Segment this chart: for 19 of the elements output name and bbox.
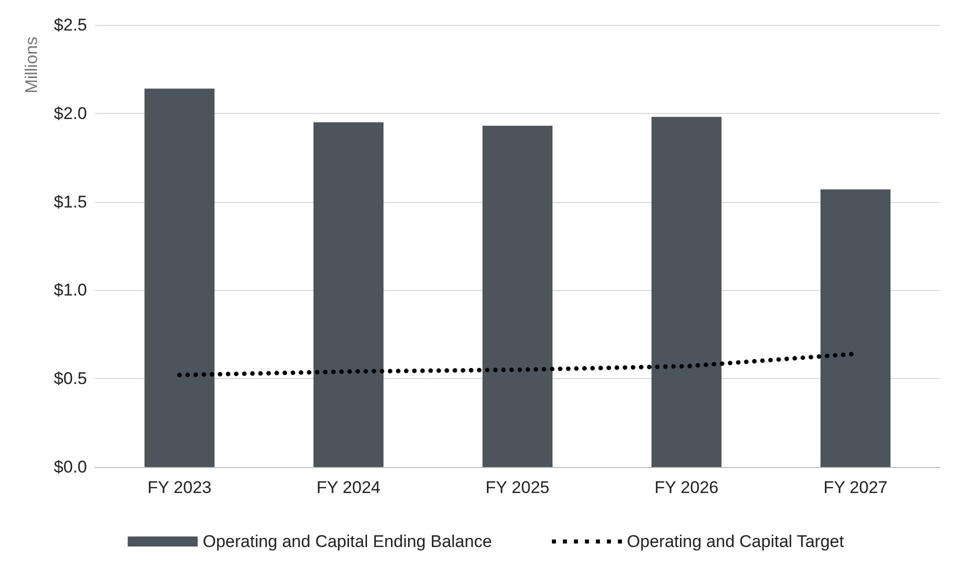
bar [820,189,890,467]
y-tick-label: $0.5 [54,369,87,388]
bar [314,122,384,467]
x-tick-label: FY 2026 [654,478,718,497]
bar [144,88,214,467]
x-tick-label: FY 2024 [316,478,380,497]
bar [652,116,722,467]
x-tick-label: FY 2025 [486,478,550,497]
y-tick-label: $2.0 [54,104,87,123]
legend-label: Operating and Capital Ending Balance [202,532,492,551]
y-axis-title: Millions [22,36,41,94]
x-tick-label: FY 2023 [148,478,212,497]
y-tick-label: $1.5 [54,192,87,212]
x-tick-label: FY 2027 [824,478,888,497]
bar [482,126,552,467]
legend-label: Operating and Capital Target [626,532,844,551]
y-tick-label: $1.0 [54,280,87,300]
y-tick-label: $2.5 [54,16,87,34]
y-tick-label: $0.0 [54,458,87,476]
